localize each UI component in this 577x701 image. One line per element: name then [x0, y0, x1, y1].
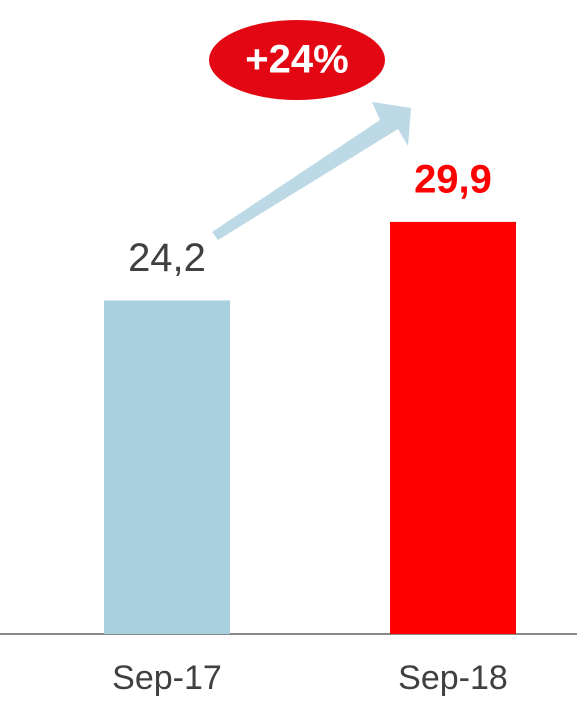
bar [104, 300, 230, 634]
growth-arrow [212, 102, 411, 240]
x-tick-label: Sep-17 [112, 659, 222, 697]
annotation: +24% [245, 38, 348, 82]
value-label: 29,9 [414, 157, 492, 201]
bar [390, 221, 516, 634]
x-tick-label: Sep-18 [398, 659, 508, 697]
value-label: 24,2 [128, 236, 206, 280]
annotation-badge [209, 20, 385, 100]
